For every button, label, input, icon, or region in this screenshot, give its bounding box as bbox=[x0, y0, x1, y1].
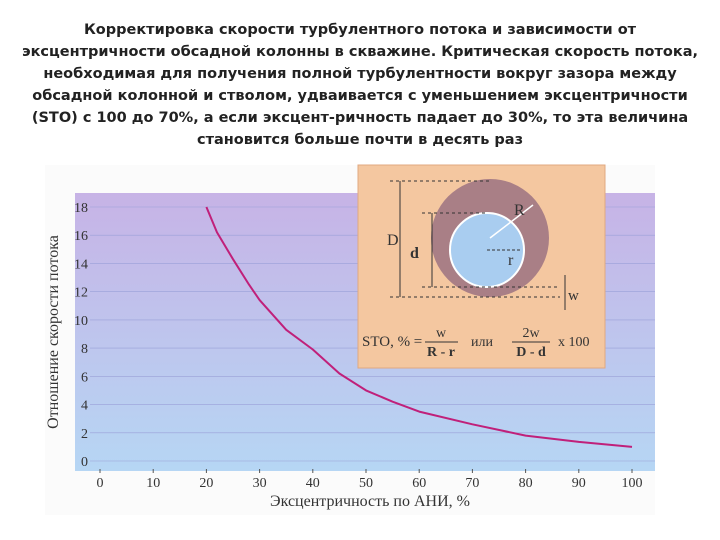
y-tick-label: 2 bbox=[81, 427, 88, 442]
title-line: эксцентричности обсадной колонны в скваж… bbox=[22, 44, 698, 60]
x-axis-label: Эксцентричность по АНИ, % bbox=[270, 493, 470, 510]
x-tick-label: 10 bbox=[146, 476, 160, 491]
y-tick-label: 6 bbox=[81, 370, 88, 385]
y-tick-label: 0 bbox=[81, 455, 88, 470]
y-tick-label: 18 bbox=[74, 201, 88, 216]
formula: STO, % = bbox=[362, 334, 422, 350]
label-d: d bbox=[410, 245, 419, 262]
x-tick-label: 80 bbox=[519, 476, 533, 491]
data-line bbox=[205, 206, 633, 448]
title-line: Корректировка скорости турбулентного пот… bbox=[84, 22, 637, 38]
label-w: w bbox=[568, 288, 579, 304]
y-tick-label: 14 bbox=[74, 257, 88, 272]
label-D: D bbox=[387, 232, 399, 249]
formula: 2w bbox=[522, 326, 540, 341]
y-axis-label: Отношение скорости потока bbox=[45, 235, 62, 429]
title-line: необходимая для получения полной турбуле… bbox=[43, 66, 677, 82]
inset: D d R r w STO, % = w R - r или 2w D - d … bbox=[357, 164, 606, 369]
title-line: становится больше почти в десять раз bbox=[197, 132, 523, 148]
title: Корректировка скорости турбулентного пот… bbox=[22, 22, 698, 148]
radius-R bbox=[489, 204, 534, 239]
title-line: (STO) с 100 до 70%, а если эксцент-рично… bbox=[32, 110, 688, 126]
x-tick-label: 60 bbox=[412, 476, 426, 491]
y-tick-label: 10 bbox=[74, 314, 88, 329]
y-tick-label: 4 bbox=[81, 399, 88, 414]
formula: w bbox=[436, 326, 447, 341]
x-tick-label: 40 bbox=[306, 476, 320, 491]
label-R: R bbox=[514, 202, 525, 219]
y-tick-label: 8 bbox=[81, 342, 88, 357]
x-tick-label: 20 bbox=[199, 476, 213, 491]
title-line: обсадной колонной и стволом, удваивается… bbox=[32, 88, 688, 104]
x-tick-label: 100 bbox=[622, 476, 643, 491]
formula: или bbox=[471, 335, 493, 350]
y-tick-label: 16 bbox=[74, 229, 88, 244]
x-tick-label: 90 bbox=[572, 476, 586, 491]
formula: D - d bbox=[516, 345, 546, 360]
label-r: r bbox=[508, 252, 514, 269]
y-tick-label: 12 bbox=[74, 286, 88, 301]
formula: x 100 bbox=[558, 335, 590, 350]
formula: R - r bbox=[427, 345, 455, 360]
x-tick-label: 70 bbox=[465, 476, 479, 491]
x-tick-label: 30 bbox=[253, 476, 267, 491]
x-tick-label: 0 bbox=[97, 476, 104, 491]
x-tick-label: 50 bbox=[359, 476, 373, 491]
